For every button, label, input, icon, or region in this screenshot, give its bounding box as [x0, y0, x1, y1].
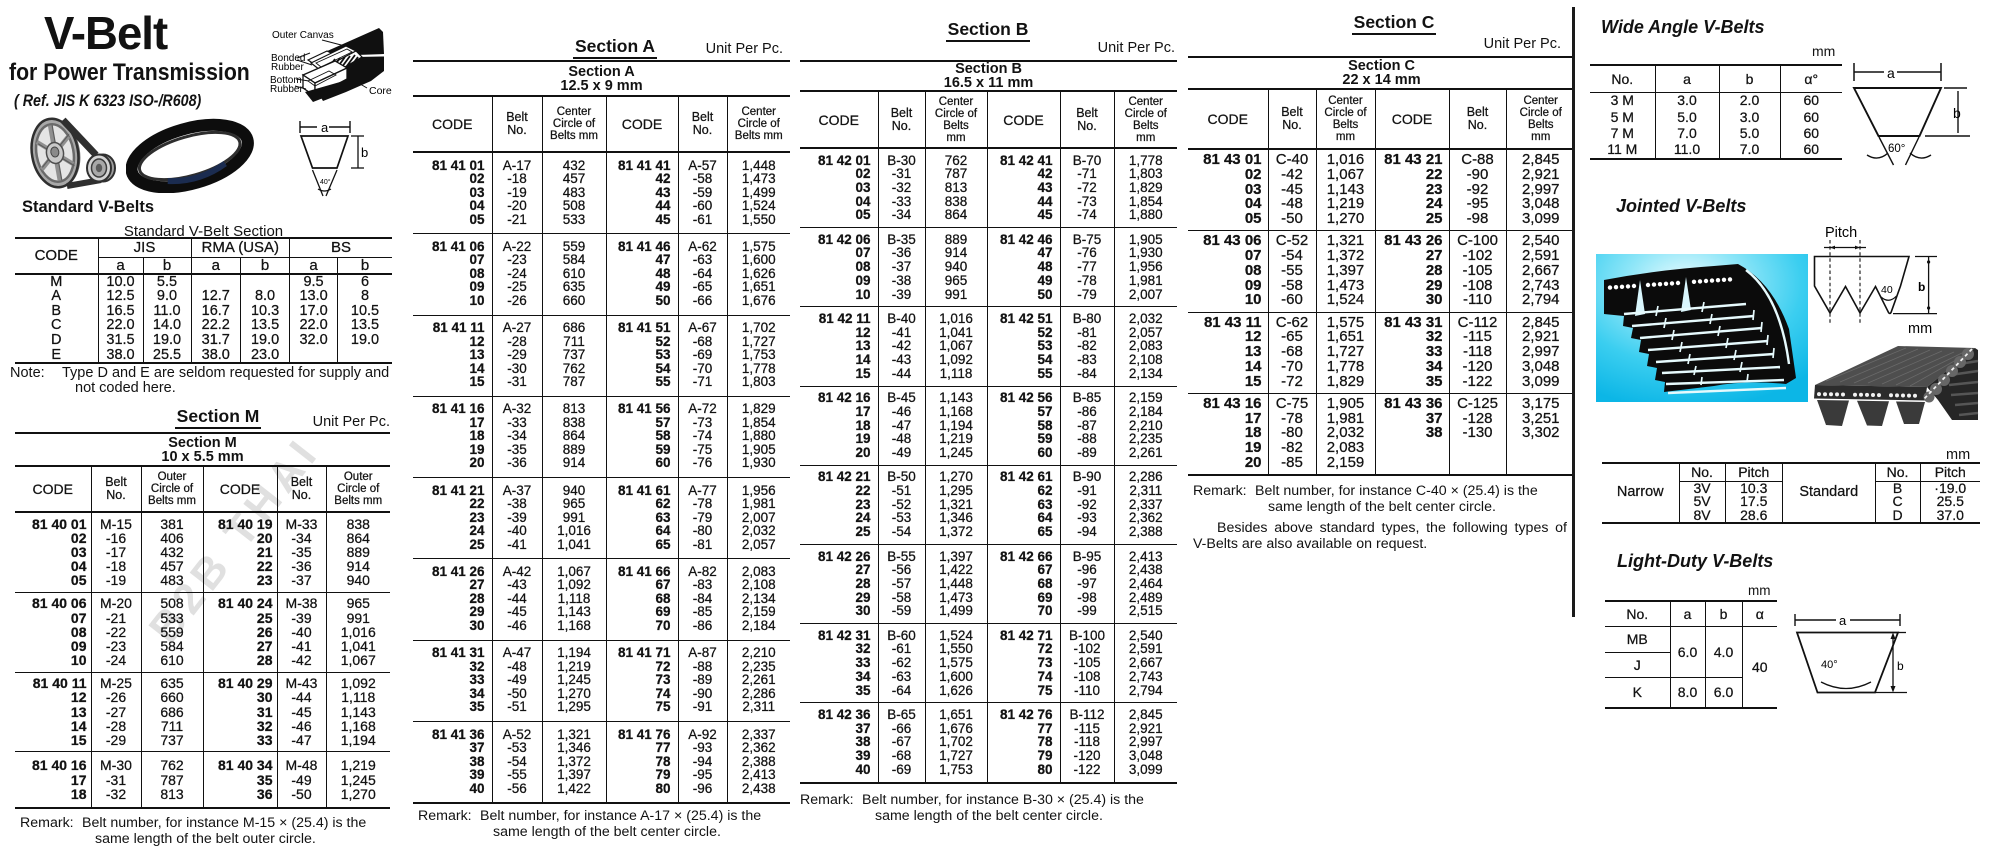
svg-text:60°: 60°	[1888, 143, 1905, 155]
svg-text:40°: 40°	[320, 178, 331, 186]
svg-text:mm: mm	[1908, 321, 1932, 337]
svg-text:40°: 40°	[1821, 659, 1838, 671]
svg-text:Bottom: Bottom	[270, 75, 302, 86]
svg-text:Outer Canvas: Outer Canvas	[272, 30, 334, 41]
svg-text:a: a	[1887, 65, 1895, 81]
svg-text:b: b	[1897, 659, 1904, 673]
svg-text:Rubber: Rubber	[270, 84, 303, 95]
svg-text:b: b	[1953, 105, 1961, 121]
svg-text:Core: Core	[369, 85, 392, 97]
svg-text:b: b	[1918, 280, 1925, 294]
svg-text:Rubber: Rubber	[271, 62, 304, 73]
svg-text:Pitch: Pitch	[1825, 225, 1857, 241]
svg-text:b: b	[361, 145, 368, 160]
svg-text:Bonded: Bonded	[271, 53, 305, 64]
svg-text:a: a	[321, 120, 329, 135]
svg-text:a: a	[1839, 613, 1847, 628]
svg-text:40: 40	[1881, 284, 1893, 296]
